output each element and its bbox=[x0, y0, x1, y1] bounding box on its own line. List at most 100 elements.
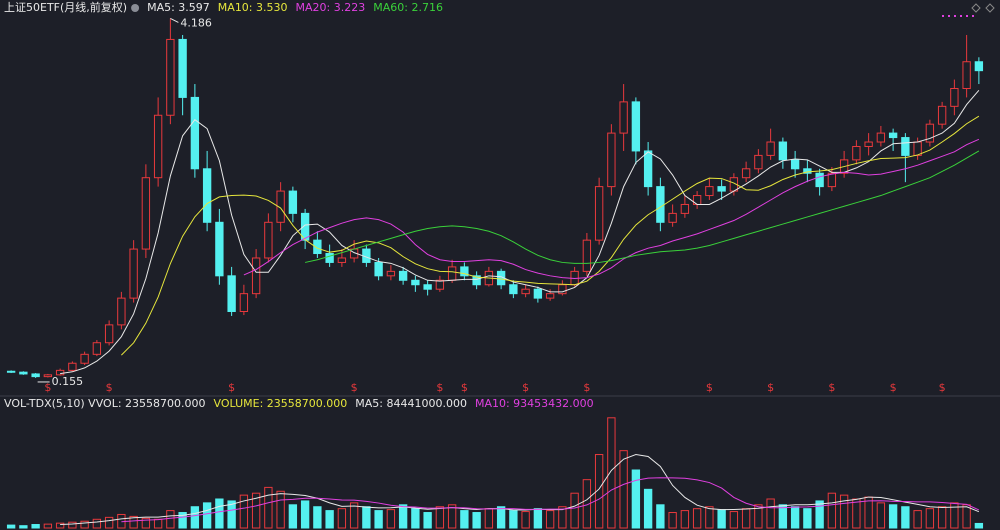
dividend-mark: $ bbox=[228, 381, 235, 394]
volume-bar bbox=[594, 454, 604, 529]
volume-bar bbox=[496, 506, 506, 529]
dividend-mark: $ bbox=[828, 381, 835, 394]
legend-entry: VOLUME: 23558700.000 bbox=[214, 397, 348, 410]
volume-bar bbox=[178, 512, 187, 529]
volume-bar bbox=[288, 504, 298, 529]
volume-bar bbox=[447, 504, 457, 529]
volume-bar bbox=[815, 500, 824, 529]
candle-body bbox=[778, 141, 788, 161]
candle-body bbox=[104, 324, 114, 344]
candle-body bbox=[202, 168, 212, 223]
candle-body bbox=[398, 270, 408, 281]
candle-body bbox=[43, 374, 53, 378]
volume-bar bbox=[876, 502, 886, 529]
candle-body bbox=[129, 248, 138, 299]
volume-bar bbox=[913, 510, 922, 529]
volume-bar bbox=[839, 494, 849, 529]
ma-line bbox=[305, 150, 980, 264]
candle-body bbox=[178, 38, 187, 98]
volume-bar bbox=[398, 504, 408, 529]
candle-body bbox=[509, 284, 518, 295]
candle-body bbox=[717, 186, 726, 192]
volume-bar bbox=[778, 504, 788, 529]
candle-body bbox=[239, 293, 249, 313]
icon-diamond[interactable] bbox=[985, 3, 995, 13]
volume-bar bbox=[643, 488, 653, 529]
candle-body bbox=[68, 362, 77, 371]
volume-bar bbox=[509, 510, 518, 529]
candle-body bbox=[153, 114, 163, 179]
icon-diamond[interactable] bbox=[971, 3, 981, 13]
candle-body bbox=[974, 61, 984, 72]
volume-bar bbox=[717, 509, 726, 529]
volume-bar bbox=[190, 506, 200, 529]
volume-bar bbox=[374, 510, 383, 529]
dividend-mark: $ bbox=[351, 381, 358, 394]
volume-bar bbox=[803, 508, 812, 529]
candle-body bbox=[215, 221, 224, 277]
volume-bar bbox=[729, 511, 739, 529]
volume-bar bbox=[852, 498, 861, 529]
volume-bar bbox=[901, 506, 910, 529]
candle-body bbox=[117, 297, 126, 326]
candle-body bbox=[803, 168, 812, 174]
volume-bar bbox=[656, 504, 665, 529]
ma-line bbox=[60, 454, 980, 526]
candle-body bbox=[950, 87, 959, 107]
volume-bar bbox=[300, 500, 310, 529]
legend-entry: MA10: 3.530 bbox=[218, 1, 288, 14]
low-label: 0.155 bbox=[52, 375, 84, 388]
dividend-mark: $ bbox=[890, 381, 897, 394]
volume-bar bbox=[141, 517, 151, 529]
volume-bar bbox=[6, 524, 16, 529]
candle-body bbox=[31, 373, 40, 378]
volume-bar bbox=[215, 498, 224, 529]
volume-bar bbox=[937, 506, 947, 529]
volume-bar bbox=[925, 508, 935, 529]
candle-body bbox=[901, 137, 910, 156]
candle-body bbox=[962, 61, 971, 89]
volume-bar bbox=[104, 516, 114, 529]
volume-bar bbox=[227, 500, 236, 529]
volume-bar bbox=[545, 510, 555, 529]
candle-body bbox=[925, 123, 935, 143]
label-arrow bbox=[170, 17, 179, 23]
candle-body bbox=[680, 203, 690, 214]
volume-bar bbox=[386, 509, 396, 529]
candle-body bbox=[790, 159, 800, 170]
dividend-mark: $ bbox=[44, 381, 51, 394]
candle-body bbox=[582, 239, 592, 272]
volume-bar bbox=[888, 504, 898, 529]
dividend-mark: $ bbox=[106, 381, 113, 394]
candle-body bbox=[313, 239, 322, 255]
candle-body bbox=[533, 288, 543, 299]
candle-body bbox=[937, 105, 947, 125]
dividend-mark: $ bbox=[583, 381, 590, 394]
legend-entry: MA20: 3.223 bbox=[296, 1, 366, 14]
dividend-mark: $ bbox=[522, 381, 529, 394]
high-label: 4.186 bbox=[180, 16, 212, 29]
candle-body bbox=[190, 96, 200, 170]
candle-body bbox=[472, 275, 481, 286]
candle-body bbox=[631, 101, 641, 152]
volume-bar bbox=[19, 525, 28, 529]
volume-bar bbox=[460, 510, 469, 529]
candle-body bbox=[92, 342, 102, 355]
candle-body bbox=[545, 293, 555, 299]
volume-bar bbox=[692, 508, 702, 529]
candle-body bbox=[876, 132, 886, 143]
volume-bar bbox=[631, 469, 641, 529]
candle-body bbox=[386, 270, 396, 277]
volume-bar bbox=[790, 506, 800, 529]
volume-bar bbox=[435, 506, 445, 529]
candle-body bbox=[166, 38, 175, 116]
candle-body bbox=[227, 275, 236, 313]
candle-body bbox=[815, 172, 824, 188]
volume-bar bbox=[423, 512, 432, 529]
candle-body bbox=[594, 186, 604, 241]
volume-bar bbox=[349, 502, 359, 529]
candle-body bbox=[325, 253, 334, 263]
volume-bar bbox=[741, 508, 751, 529]
candle-body bbox=[460, 266, 469, 277]
